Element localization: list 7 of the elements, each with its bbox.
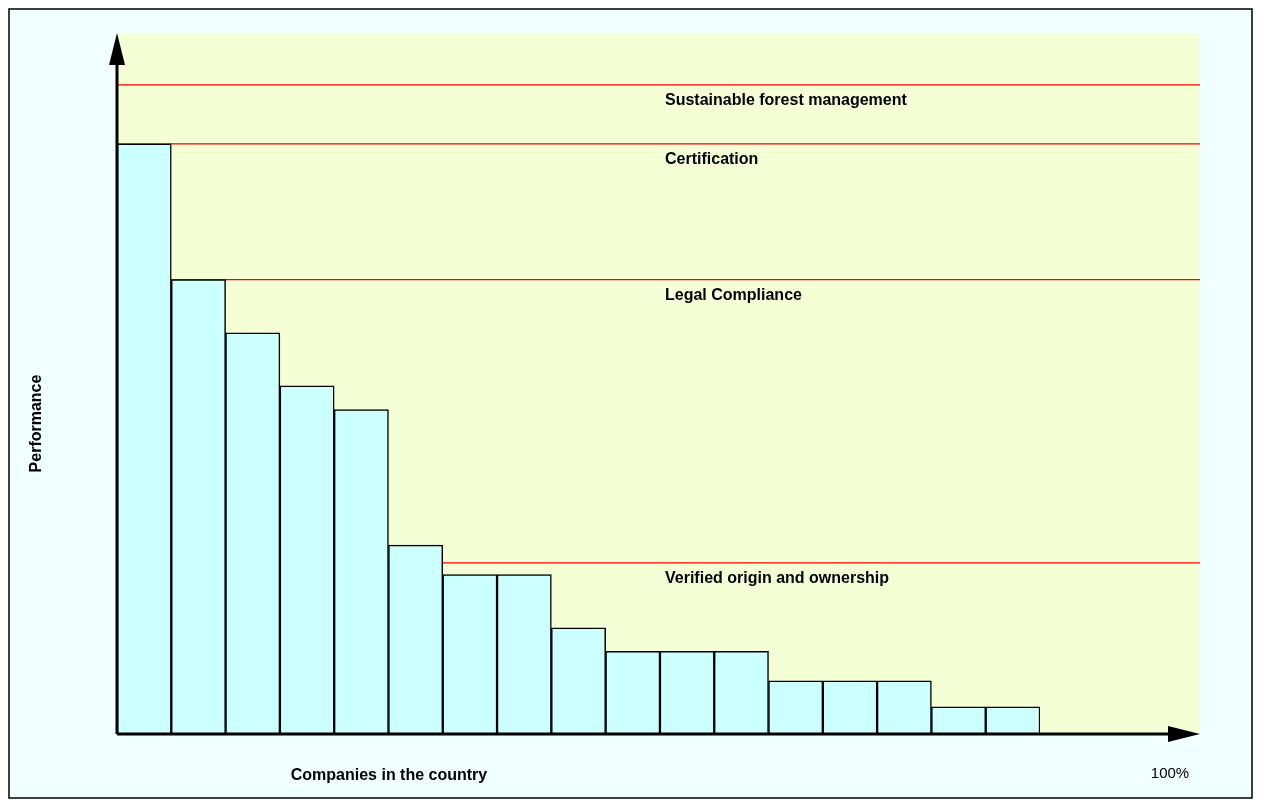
ref-line-label: Sustainable forest management <box>665 91 908 109</box>
ref-line-label: Legal Compliance <box>665 286 803 304</box>
ref-line-label: Certification <box>665 150 759 168</box>
text: 100% <box>1150 763 1190 781</box>
y-axis-title: Performance <box>27 374 45 473</box>
x-axis-title: Companies in the country <box>290 766 488 784</box>
ref-line-label: Verified origin and ownership <box>665 569 890 587</box>
